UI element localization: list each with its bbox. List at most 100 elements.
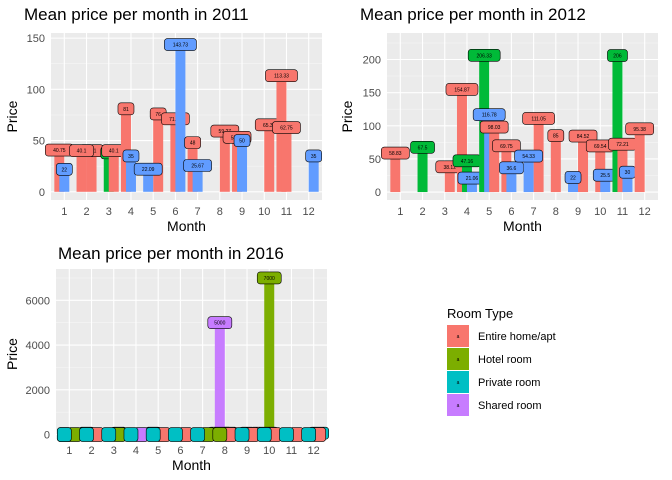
- legend-title: Room Type: [447, 306, 513, 321]
- x-tick-label: 10: [263, 445, 275, 457]
- data-label-text: 50: [239, 139, 245, 145]
- x-tick-label: 11: [617, 206, 628, 218]
- data-label-box: [184, 136, 201, 149]
- chart-title: Mean price per month in 2012: [360, 5, 586, 24]
- y-tick-label: 150: [363, 88, 381, 100]
- data-label-text: 48: [190, 141, 196, 147]
- x-tick-label: 4: [133, 445, 139, 457]
- x-tick-label: 10: [258, 206, 270, 218]
- y-tick-label: 0: [39, 187, 45, 199]
- x-tick-label: 9: [244, 445, 250, 457]
- data-label-box: [522, 112, 555, 125]
- bar: [444, 166, 455, 193]
- data-label-text: 95.38: [633, 127, 646, 133]
- bar: [612, 55, 623, 193]
- data-label-text: 25.67: [191, 164, 204, 170]
- data-label: 62.75: [272, 121, 301, 134]
- chart-title: Mean price per month in 2016: [58, 244, 284, 263]
- x-tick-label: 2: [83, 206, 89, 218]
- bar: [237, 140, 248, 192]
- bar: [634, 128, 645, 193]
- small-data-label-box: [190, 427, 205, 442]
- data-label-text: 98.03: [488, 125, 501, 131]
- bar: [523, 156, 534, 193]
- x-tick-label: 3: [442, 206, 448, 218]
- data-label-box: [122, 149, 140, 163]
- data-label: 36.6: [499, 161, 524, 175]
- y-tick-label: 4000: [26, 340, 50, 352]
- y-tick-label: 0: [375, 187, 381, 199]
- data-label-text: 206: [613, 54, 622, 60]
- bar: [390, 153, 401, 193]
- bar: [170, 118, 181, 192]
- data-label: 40.75: [45, 143, 74, 157]
- x-tick-label: 5: [486, 206, 492, 218]
- data-label-box: [607, 49, 628, 62]
- data-label: 206: [607, 49, 628, 62]
- legend-swatch-glyph: a: [457, 403, 460, 409]
- legend-item: a Private room: [447, 371, 540, 393]
- data-label-box: [547, 129, 565, 143]
- legend-label: Private room: [478, 377, 540, 389]
- data-label: 50: [233, 134, 251, 147]
- y-tick-label: 100: [27, 84, 45, 96]
- data-label-text: 40.1: [109, 149, 119, 155]
- bar: [86, 150, 97, 192]
- data-label-box: [272, 121, 301, 134]
- data-label-box: [256, 271, 282, 285]
- small-data-label-box: [101, 427, 117, 442]
- bar: [568, 177, 579, 193]
- data-label: 7000: [256, 271, 282, 285]
- data-label-box: [568, 129, 598, 143]
- bar: [550, 135, 561, 193]
- data-label: 111.05: [522, 112, 555, 125]
- legend-item: a Shared room: [447, 394, 542, 416]
- x-tick-label: 4: [464, 206, 470, 218]
- bar: [622, 172, 633, 193]
- data-label-text: 21.06: [466, 176, 479, 182]
- data-label-box: [492, 139, 521, 153]
- small-data-label-box: [79, 427, 94, 442]
- x-axis-title: Month: [503, 218, 542, 234]
- data-label-text: 143.73: [173, 43, 189, 49]
- data-label-box: [514, 149, 543, 163]
- small-data-label-box: [145, 427, 161, 442]
- data-label-text: 116.78: [482, 113, 497, 119]
- data-label: 143.73: [164, 38, 197, 51]
- data-label: 154.87: [445, 83, 479, 96]
- x-tick-label: 3: [111, 445, 117, 457]
- data-label-text: 35: [128, 154, 134, 160]
- x-tick-label: 12: [303, 206, 315, 218]
- data-label: 35: [305, 149, 322, 163]
- panel-background: [56, 269, 327, 439]
- data-label-text: 69.54: [594, 144, 607, 150]
- data-label-text: 47.16: [461, 159, 474, 165]
- data-label-text: 40.75: [53, 148, 66, 154]
- data-label: 85: [547, 129, 565, 143]
- data-label: 98.03: [479, 120, 509, 134]
- bar: [578, 136, 589, 193]
- data-label-box: [564, 171, 582, 184]
- x-tick-label: 6: [508, 206, 514, 218]
- y-tick-label: 6000: [26, 295, 50, 307]
- data-label-box: [381, 146, 410, 160]
- legend-item: a Entire home/apt: [447, 325, 556, 347]
- x-tick-label: 8: [553, 206, 559, 218]
- data-label-box: [445, 83, 479, 96]
- data-label-text: 36.6: [507, 166, 517, 172]
- data-label-text: 58.83: [389, 151, 402, 157]
- data-label-box: [265, 69, 298, 82]
- x-tick-label: 12: [308, 445, 320, 457]
- bar: [308, 155, 319, 192]
- data-label-text: 38.12: [443, 165, 456, 171]
- data-label: 35: [122, 149, 140, 163]
- data-label: 69.75: [492, 139, 521, 153]
- legend-item: a Hotel room: [447, 348, 532, 370]
- bar: [600, 175, 611, 193]
- legend-swatch: [447, 394, 469, 416]
- y-axis-title: Price: [4, 100, 20, 132]
- x-tick-label: 1: [66, 445, 72, 457]
- small-data-label-box: [279, 427, 294, 442]
- data-label: 81: [117, 102, 135, 116]
